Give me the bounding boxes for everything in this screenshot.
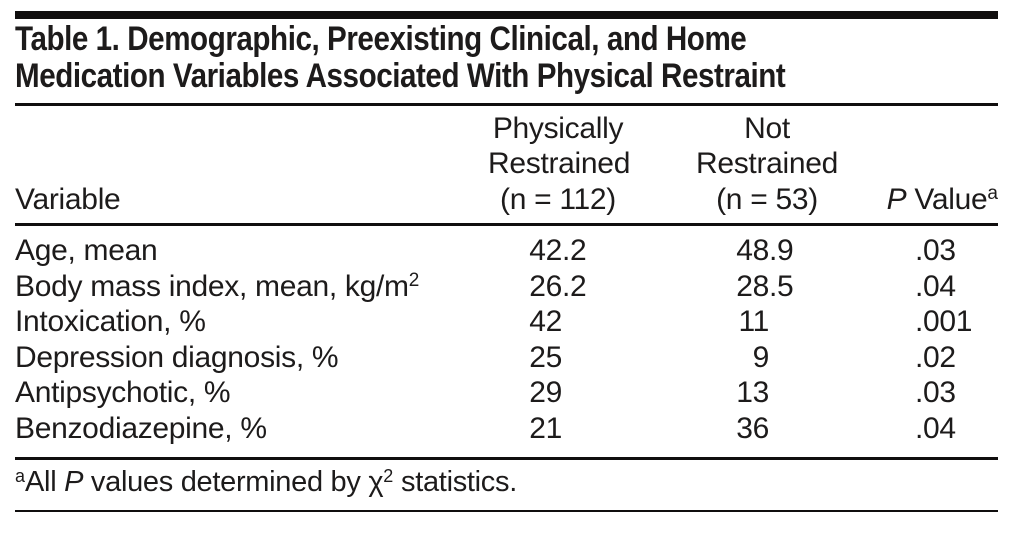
- table-row-benzodiazepine: Benzodiazepine, % 21 36 .04: [15, 411, 998, 447]
- header-variable: Variable: [15, 182, 121, 216]
- value-not-restrained: 11: [738, 305, 769, 338]
- header-p-value: P Valuea: [886, 182, 998, 216]
- table-title: Table 1. Demographic, Preexisting Clinic…: [15, 21, 998, 95]
- table-row-depression: Depression diagnosis, % 25 9 .02: [15, 340, 998, 376]
- value-not-restrained: 9: [752, 340, 770, 374]
- footnote: aAll P values determined by χ2 statistic…: [15, 465, 517, 498]
- value-restrained: 25: [529, 340, 562, 374]
- value-restrained: 42.2: [529, 234, 587, 267]
- value-p: .04: [915, 411, 956, 445]
- row-label: Benzodiazepine, %: [15, 411, 267, 445]
- row-label: Body mass index, mean, kg/m2: [15, 269, 420, 303]
- value-restrained: 29: [529, 376, 562, 409]
- row-label: Age, mean: [15, 234, 158, 267]
- value-restrained: 26.2: [529, 269, 587, 303]
- top-bar: [15, 11, 998, 19]
- header-rule: [15, 223, 998, 226]
- value-p: .03: [915, 376, 956, 409]
- table-row-antipsychotic: Antipsychotic, % 29 13 .03: [15, 375, 998, 411]
- value-not-restrained: 48.9: [736, 234, 794, 267]
- p-value-footnote-marker: a: [987, 182, 998, 204]
- row-label: Intoxication, %: [15, 305, 206, 338]
- column-headers: Variable Physically Restrained (n = 112)…: [15, 111, 998, 218]
- chi-square-exponent: 2: [383, 465, 394, 486]
- table-row-intoxication: Intoxication, % 42 11 .001: [15, 304, 998, 340]
- value-not-restrained: 28.5: [736, 269, 794, 303]
- table-body: Age, mean 42.2 48.9 .03 Body mass index,…: [15, 233, 998, 446]
- value-p: .03: [915, 234, 956, 267]
- footnote-marker: a: [15, 465, 26, 486]
- bottom-rule: [15, 509, 998, 512]
- header-not-restrained: Not Restrained (n = 53): [695, 111, 839, 216]
- table-row-age: Age, mean 42.2 48.9 .03: [15, 233, 998, 269]
- superscript-2: 2: [408, 269, 420, 291]
- table-title-line-2: Medication Variables Associated With Phy…: [15, 57, 786, 95]
- value-restrained: 21: [529, 411, 562, 445]
- value-restrained: 42: [529, 305, 562, 338]
- footnote-rule: [15, 457, 998, 460]
- row-label: Depression diagnosis, %: [15, 340, 339, 374]
- footnote-p-italic: P: [64, 465, 84, 498]
- header-physically-restrained: Physically Restrained (n = 112): [488, 111, 631, 216]
- value-p: .001: [915, 305, 973, 338]
- value-p: .04: [915, 269, 956, 303]
- table-title-line-1: Table 1. Demographic, Preexisting Clinic…: [15, 20, 747, 58]
- value-not-restrained: 36: [736, 411, 769, 445]
- value-not-restrained: 13: [736, 376, 769, 409]
- row-label: Antipsychotic, %: [15, 376, 231, 409]
- value-p: .02: [915, 340, 956, 374]
- title-rule: [15, 103, 998, 106]
- table-row-bmi: Body mass index, mean, kg/m2 26.2 28.5 .…: [15, 269, 998, 305]
